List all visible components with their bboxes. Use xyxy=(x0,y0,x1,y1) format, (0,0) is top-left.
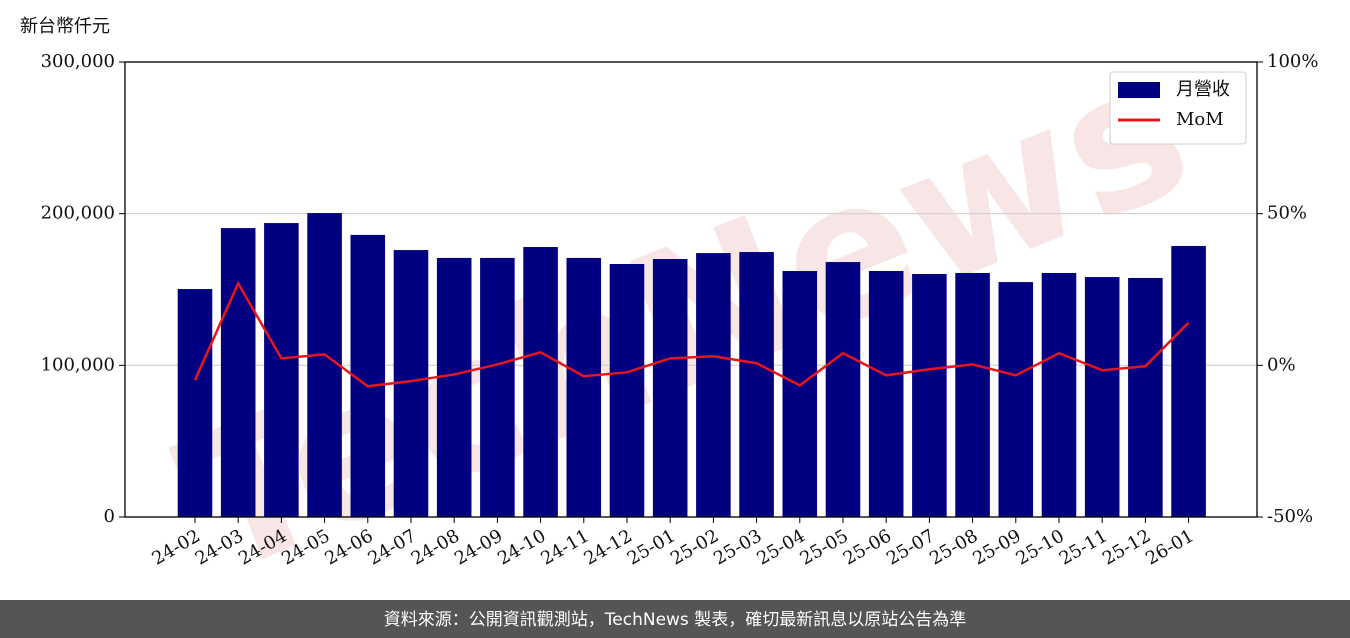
bar xyxy=(264,223,299,517)
bar xyxy=(436,257,472,517)
bar xyxy=(1128,277,1163,517)
plot-frame xyxy=(124,61,1258,518)
bar xyxy=(177,289,213,517)
y-axis-label: 新台幣仟元 xyxy=(20,16,110,37)
x-tick-label: 25-01 xyxy=(624,525,679,569)
x-tick-label: 24-12 xyxy=(581,525,636,569)
x-tick-label: 25-10 xyxy=(1013,525,1068,569)
legend-label: 月營收 xyxy=(1176,79,1230,100)
y2-tick-label: -50% xyxy=(1267,506,1313,527)
bar xyxy=(350,234,386,517)
x-tick-label: 25-11 xyxy=(1056,525,1111,569)
legend-label: MoM xyxy=(1176,109,1224,130)
bar xyxy=(782,270,818,517)
x-tick-label: 25-09 xyxy=(969,525,1024,569)
footer xyxy=(0,600,1350,638)
x-tick-label: 25-08 xyxy=(926,525,981,569)
x-tick-label: 25-03 xyxy=(710,525,765,569)
bar xyxy=(912,274,947,517)
bar xyxy=(1084,277,1120,517)
bar xyxy=(220,228,256,517)
bar xyxy=(825,262,861,517)
bar xyxy=(523,247,558,518)
bar xyxy=(739,252,774,517)
y-tick-label: 0 xyxy=(104,506,115,527)
bar xyxy=(609,264,645,517)
x-tick-label: 25-04 xyxy=(753,525,808,569)
bar xyxy=(566,257,602,517)
bar xyxy=(652,259,688,517)
x-tick-label: 24-09 xyxy=(451,525,506,569)
x-tick-label: 26-01 xyxy=(1142,525,1197,569)
bar xyxy=(1041,272,1077,517)
x-tick-label: 25-12 xyxy=(1099,525,1154,569)
line xyxy=(193,280,1190,388)
bar xyxy=(307,213,342,517)
x-tick-label: 25-07 xyxy=(883,525,938,569)
bar xyxy=(480,257,515,517)
y-tick-label: 200,000 xyxy=(41,203,115,224)
bar xyxy=(998,282,1034,517)
y2-tick-label: 0% xyxy=(1267,354,1296,375)
y2-tick-label: 100% xyxy=(1267,51,1318,72)
y-tick-label: 100,000 xyxy=(41,354,115,375)
x-tick-label: 25-05 xyxy=(797,525,852,569)
x-tick-label: 24-10 xyxy=(494,525,549,569)
bar xyxy=(955,272,990,517)
x-tick-label: 24-02 xyxy=(149,525,204,569)
bar xyxy=(1171,245,1206,517)
y-tick-label: 300,000 xyxy=(41,51,115,72)
y2-tick-label: 50% xyxy=(1267,203,1307,224)
bar xyxy=(696,253,731,517)
source-note: 資料來源：公開資訊觀測站，TechNews 製表，確切最新訊息以原站公告為準 xyxy=(384,610,966,630)
bar xyxy=(868,270,904,517)
legend-swatch xyxy=(1118,82,1160,98)
x-tick-label: 25-06 xyxy=(840,525,895,569)
x-tick-label: 25-02 xyxy=(667,525,722,569)
x-tick-label: 24-11 xyxy=(537,525,592,569)
